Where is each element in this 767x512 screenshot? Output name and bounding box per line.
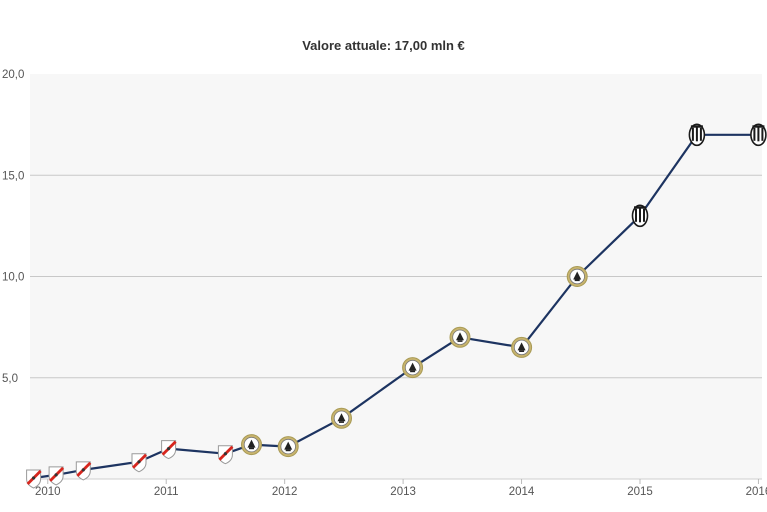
data-point-marker-juventus[interactable] [688,123,706,147]
series-line-layer [33,133,759,480]
y-tick-label: 15,0 [2,170,24,182]
data-point-marker-udinese[interactable] [566,266,588,287]
data-point-marker-udinese[interactable] [331,407,352,429]
data-point-marker-udinese[interactable] [241,434,262,456]
y-tick-label: 5,0 [2,373,18,385]
data-point-marker-river[interactable] [131,453,147,473]
x-tick-label: 2015 [627,486,653,498]
x-tick-label: 2016 [746,486,767,498]
data-point-marker-river[interactable] [26,469,42,489]
x-tick-label: 2010 [35,486,61,498]
x-tick-label: 2011 [154,486,179,498]
data-point-marker-udinese[interactable] [449,326,471,348]
data-point-marker-river[interactable] [75,461,92,481]
data-point-marker-udinese[interactable] [511,336,533,358]
data-point-marker-udinese[interactable] [402,357,424,379]
x-tick-label: 2013 [390,486,416,498]
series-line [33,133,759,480]
chart-title: Valore attuale: 17,00 mln € [302,38,465,53]
y-tick-labels: 5,0 10,0 15,0 20,0 [2,69,24,385]
data-point-marker-juventus[interactable] [750,123,767,147]
data-point-markers [26,123,767,489]
y-tick-label: 20,0 [2,69,24,81]
x-tick-labels: 2010 2011 2012 2013 2014 2015 2016 [35,479,767,498]
grid-lines [30,174,762,379]
y-tick-label: 10,0 [2,272,24,284]
data-point-marker-river[interactable] [217,445,234,465]
data-point-marker-river[interactable] [161,440,177,460]
data-point-marker-river[interactable] [48,466,65,486]
x-tick-label: 2014 [509,486,535,498]
x-tick-label: 2012 [272,486,298,498]
data-point-marker-udinese[interactable] [277,436,299,458]
data-point-marker-juventus[interactable] [631,204,649,228]
